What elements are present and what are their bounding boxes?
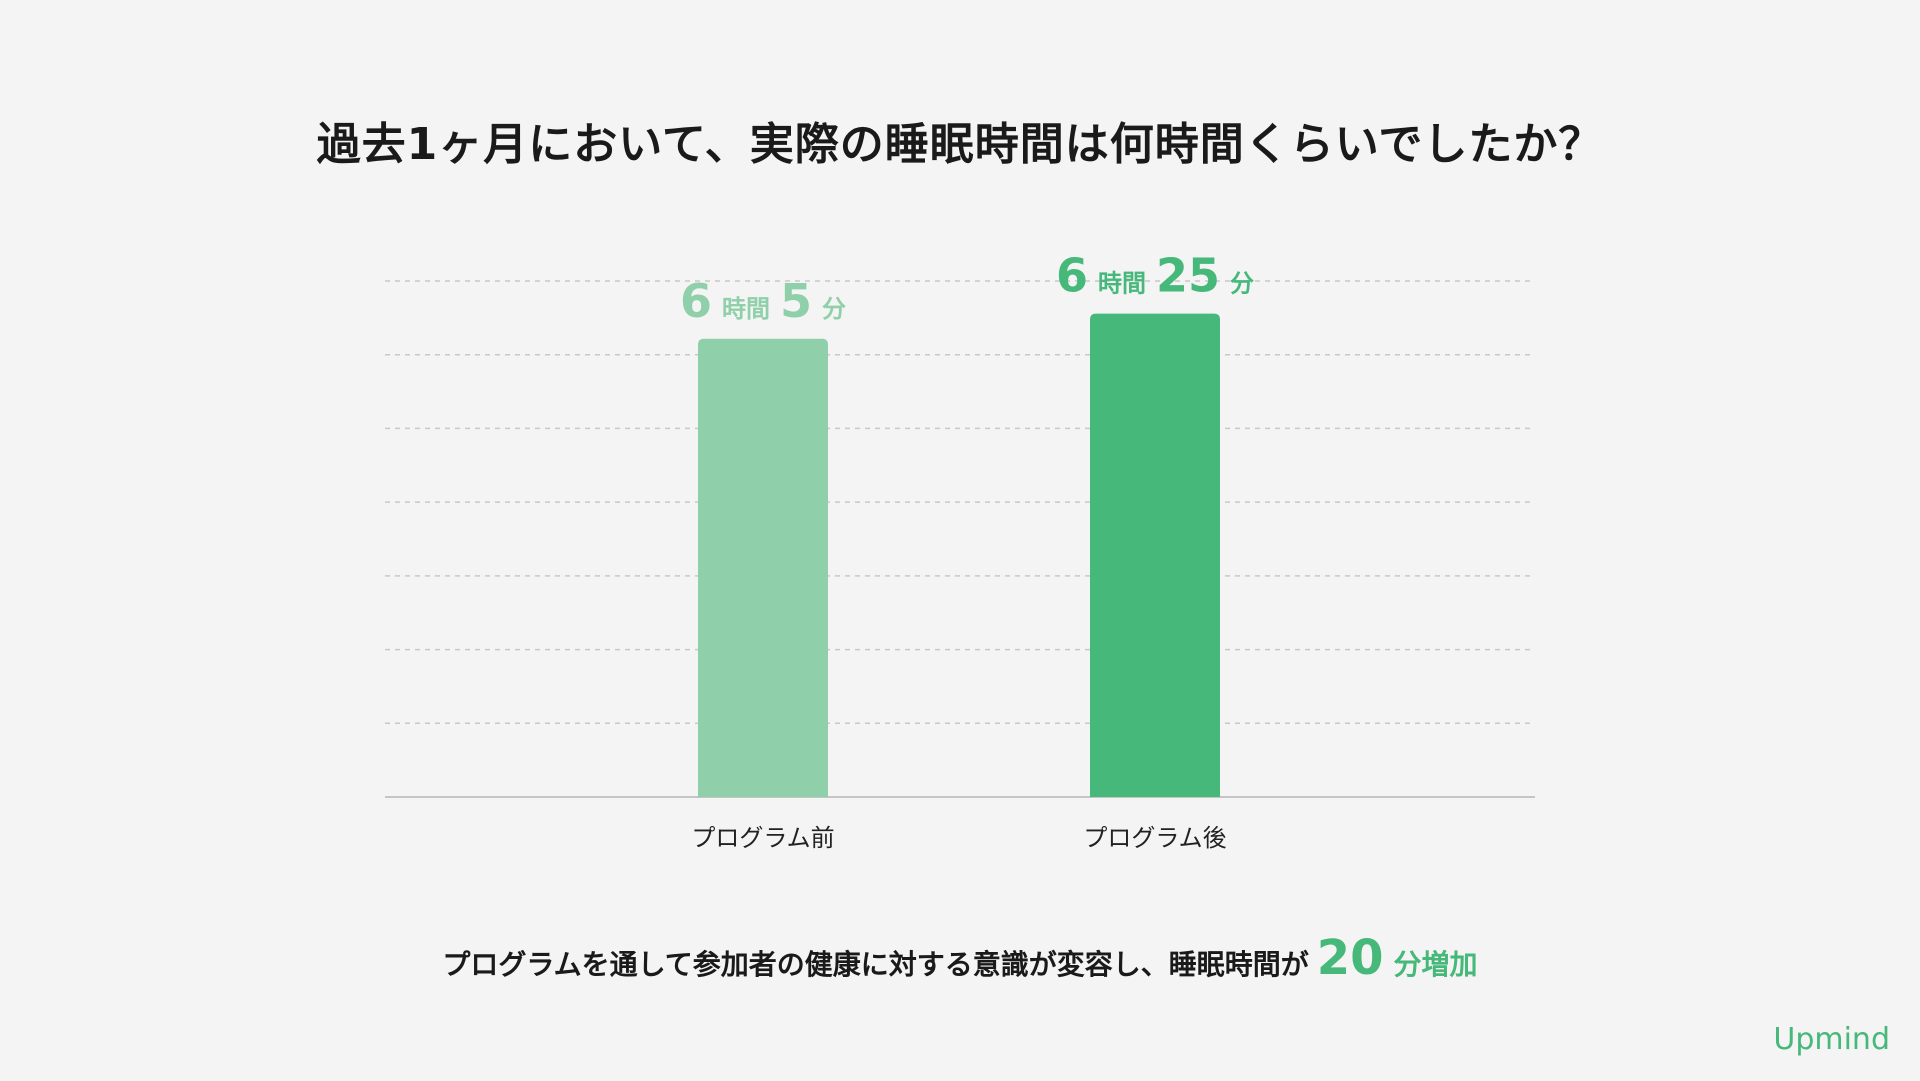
bar-before	[698, 338, 828, 797]
summary-number: 20	[1316, 930, 1384, 986]
bar-value-label: 6 時間 5 分	[680, 274, 846, 328]
summary-sentence: プログラムを通して参加者の健康に対する意識が変容し、睡眠時間が	[442, 948, 1309, 981]
bar-value-label: 6 時間 25 分	[1056, 249, 1254, 303]
category-label: プログラム後	[1083, 824, 1226, 852]
summary-unit: 分増加	[1393, 948, 1478, 981]
bar-after	[1090, 313, 1220, 797]
brand-logo: Upmind	[1773, 1022, 1890, 1057]
category-label: プログラム前	[691, 824, 834, 852]
summary-text: プログラムを通して参加者の健康に対する意識が変容し、睡眠時間が 20 分増加	[0, 930, 1920, 986]
chart-title: 過去1ヶ月において、実際の睡眠時間は何時間くらいでしたか？	[316, 119, 1604, 170]
